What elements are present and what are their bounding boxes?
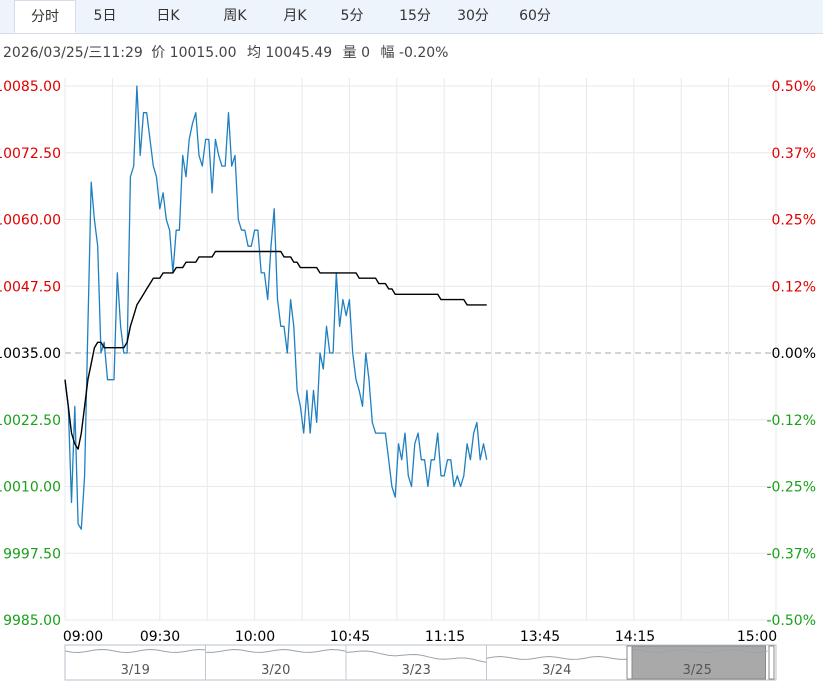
avg-value: 10045.49: [265, 45, 333, 61]
y-left-tick: 10022.50: [0, 413, 61, 429]
x-tick: 15:00: [737, 629, 777, 645]
y-right-tick: -0.50%: [766, 613, 816, 629]
y-left-tick: 10085.00: [0, 79, 61, 95]
tab-9[interactable]: 60分: [519, 8, 551, 24]
grid: [64, 78, 777, 621]
datetime: 2026/03/25/三11:29: [3, 45, 143, 61]
volume-label: 量: [342, 45, 357, 61]
navigator-date[interactable]: 3/24: [542, 663, 571, 678]
date-navigator[interactable]: 3/19 3/20 3/23 3/24 3/25: [64, 644, 777, 681]
tab-7[interactable]: 15分: [399, 8, 431, 24]
y-right-tick: 0.00%: [772, 346, 816, 362]
x-tick: 10:00: [235, 629, 275, 645]
y-left-tick: 10010.00: [0, 480, 61, 496]
y-right-tick: 0.12%: [772, 279, 816, 295]
navigator-sparkline: [486, 655, 628, 660]
info-bar: 2026/03/25/三11:29 价 10015.00 均 10045.49 …: [3, 42, 448, 62]
navigator-date[interactable]: 3/25: [683, 663, 712, 678]
x-tick: 11:15: [425, 629, 465, 645]
y-left-tick: 9985.00: [3, 613, 61, 629]
tab-1[interactable]: 分时: [14, 0, 76, 33]
tab-2[interactable]: 5日: [93, 8, 117, 24]
y-left-tick: 10035.00: [0, 346, 61, 362]
navigator-sparkline: [345, 650, 487, 663]
x-tick: 10:45: [330, 629, 370, 645]
period-tabs: 分时 5日 日K 周K 月K 5分 15分 30分 60分: [0, 0, 823, 34]
navigator-sparkline: [64, 648, 206, 654]
tab-4[interactable]: 周K: [223, 8, 247, 24]
change-label: 幅: [380, 45, 395, 61]
avg-label: 均: [246, 45, 261, 61]
y-left-tick: 10072.50: [0, 146, 61, 162]
y-right-tick: 0.37%: [772, 146, 816, 162]
tab-3[interactable]: 日K: [156, 8, 180, 24]
price-value: 10015.00: [169, 45, 237, 61]
y-right-tick: -0.12%: [766, 413, 816, 429]
navigator-handle-left[interactable]: [626, 645, 633, 680]
avg-line: [64, 250, 487, 450]
y-right-tick: -0.25%: [766, 480, 816, 496]
tab-6[interactable]: 5分: [340, 8, 364, 24]
navigator-sparkline: [626, 648, 768, 654]
y-right-tick: 0.25%: [772, 213, 816, 229]
volume-value: 0: [361, 45, 371, 61]
tab-8[interactable]: 30分: [457, 8, 489, 24]
x-tick: 13:45: [520, 629, 560, 645]
price-line: [64, 85, 488, 530]
y-left-tick: 10047.50: [0, 279, 61, 295]
y-left-tick: 10060.00: [0, 213, 61, 229]
tab-5[interactable]: 月K: [283, 8, 307, 24]
change-value: -0.20%: [398, 45, 449, 61]
navigator-date[interactable]: 3/20: [261, 663, 290, 678]
navigator-date[interactable]: 3/19: [121, 663, 150, 678]
navigator-handle-right[interactable]: [768, 645, 775, 680]
x-tick: 14:15: [615, 629, 655, 645]
y-left-tick: 9997.50: [3, 546, 61, 562]
x-tick: 09:00: [63, 629, 103, 645]
navigator-date[interactable]: 3/23: [402, 663, 431, 678]
x-tick: 09:30: [140, 629, 180, 645]
y-right-tick: 0.50%: [772, 79, 816, 95]
navigator-sparkline: [205, 648, 347, 653]
price-label: 价: [151, 45, 166, 61]
y-right-tick: -0.37%: [766, 546, 816, 562]
